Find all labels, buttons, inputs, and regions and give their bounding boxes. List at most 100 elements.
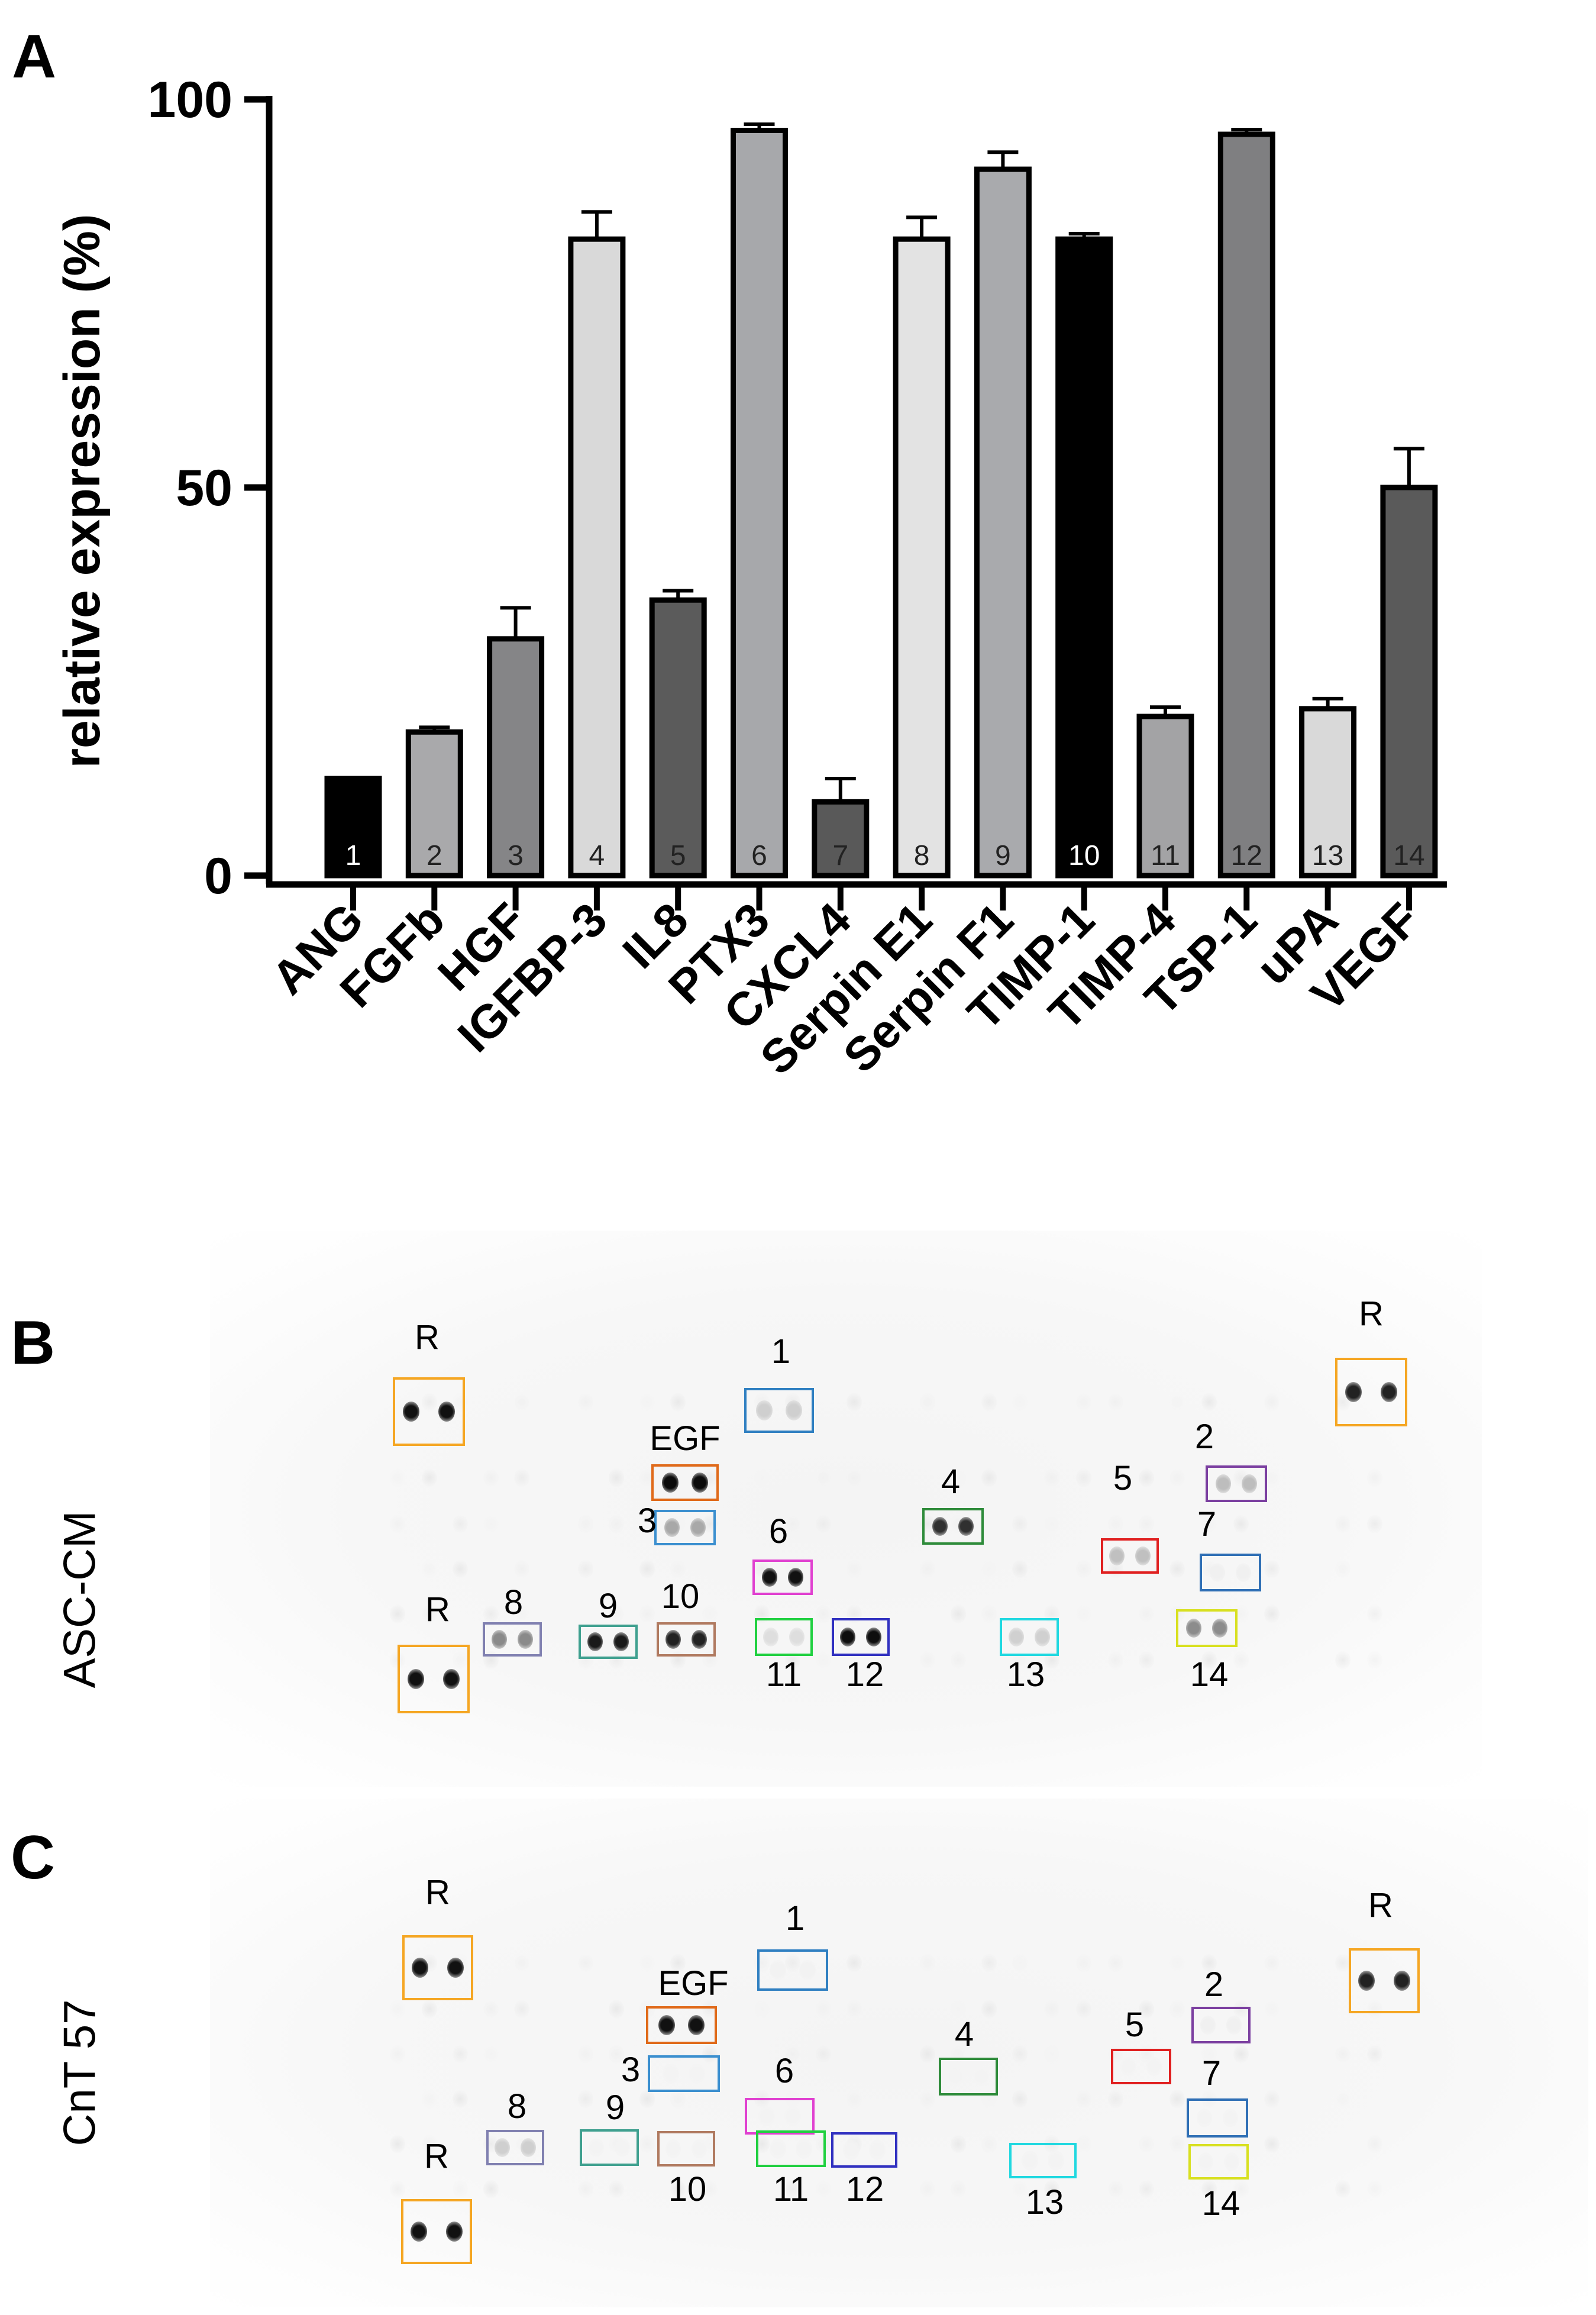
background-spot [981,1393,997,1412]
blot-spot [1197,2109,1212,2127]
background-spot [483,2045,499,2064]
blot-spot [403,1402,419,1422]
blot-spot [948,2067,963,2086]
blot-spot [1109,1546,1125,1565]
background-spot [1139,1468,1154,1487]
spot-box-label: 11 [765,1655,802,1694]
membrane-background [210,1231,1482,1787]
background-spot [578,2090,593,2109]
spot-box-label: 4 [941,1462,961,1501]
blot-spot [692,2139,707,2158]
background-spot [1233,1651,1249,1670]
background-spot [1233,2000,1249,2019]
background-spot [1108,2090,1123,2109]
spot-box-1 [757,1949,828,1991]
background-spot [981,2135,997,2153]
spot-box-label: 14 [1201,2184,1240,2223]
blot-spot [689,2064,705,2084]
background-spot [639,1604,655,1623]
background-spot [1044,1515,1059,1533]
background-spot [483,1604,499,1623]
background-spot [1335,1560,1351,1578]
background-spot [920,1954,935,1972]
blot-spot [1009,1628,1024,1646]
background-spot [1169,1393,1185,1412]
background-spot [514,1393,529,1412]
background-spot [1169,1468,1185,1487]
background-spot [754,1954,770,1972]
blot-spot [664,1518,680,1537]
background-spot [1201,2045,1217,2064]
bar-1 [324,776,382,879]
spot-box-3 [648,2055,720,2092]
background-spot [920,2045,935,2064]
background-spot [1012,1515,1028,1533]
background-spot [1367,2045,1382,2064]
background-spot [1201,1651,1217,1670]
blot-spot [412,1958,428,1978]
spot-box-label: 5 [1125,2006,1145,2044]
spot-box-5 [1111,2049,1171,2084]
background-spot [951,1468,966,1487]
x-axis [266,881,1447,910]
background-spot [639,1560,655,1578]
y-tick-label: 0 [204,848,232,905]
spot-box-12 [831,2132,897,2168]
spot-box-label: R [425,1873,450,1912]
blot-spot [1236,1563,1251,1582]
background-spot [483,2180,499,2198]
blot-spot [784,2106,801,2126]
panel-letter-a: A [12,22,57,91]
bar-9 [974,166,1032,879]
background-spot [1335,1954,1351,1972]
bar-5 [649,597,707,879]
background-spot [702,1604,718,1623]
spot-box-label: 10 [661,1577,700,1616]
background-spot [816,1515,831,1533]
bar-number-label: 2 [427,840,442,871]
blot-spot [615,2138,630,2157]
background-spot [390,2000,405,2019]
spot-box-label: 2 [1194,1418,1214,1456]
background-spot [1012,1393,1028,1412]
background-spot [578,1560,593,1578]
background-spot [609,2180,624,2198]
background-spot [920,1393,935,1412]
background-spot [754,1468,770,1487]
background-spot [1108,2045,1123,2064]
background-spot [1076,1393,1091,1412]
blot-spot [789,1628,805,1646]
blot-spot [1358,1971,1375,1991]
y-tick-label: 100 [148,72,233,128]
background-spot [390,2180,405,2198]
background-spot [1169,2090,1185,2109]
background-spot [785,2045,800,2064]
background-spot [390,2045,405,2064]
blot-b-side-label: ASC-CM [54,1510,105,1688]
background-spot [1044,1468,1059,1487]
blot-spot [443,1669,460,1689]
blot-spot [658,2015,675,2035]
blot-spot [688,2015,705,2035]
blot-spot [758,2106,775,2126]
blot-spot [1135,1546,1151,1565]
background-spot [1264,1604,1280,1623]
background-spot [1201,1954,1217,1972]
background-spot [1076,1954,1091,1972]
background-spot [1139,1651,1154,1670]
spot-box-10 [657,1622,716,1657]
blot-spot [690,1518,706,1537]
background-spot [1201,1515,1217,1533]
background-spot [981,2000,997,2019]
background-spot [816,1468,831,1487]
blot-spot [843,2140,860,2160]
spot-box-label: 6 [768,1512,789,1551]
background-spot [670,1560,686,1578]
background-spot [670,1651,686,1670]
background-spot [578,1393,593,1412]
spot-box-label: 3 [637,1502,657,1540]
panel-letter-b: B [11,1309,56,1377]
background-spot [390,1515,405,1533]
blot-spot [1035,1628,1050,1646]
bar-number-label: 13 [1312,840,1343,871]
